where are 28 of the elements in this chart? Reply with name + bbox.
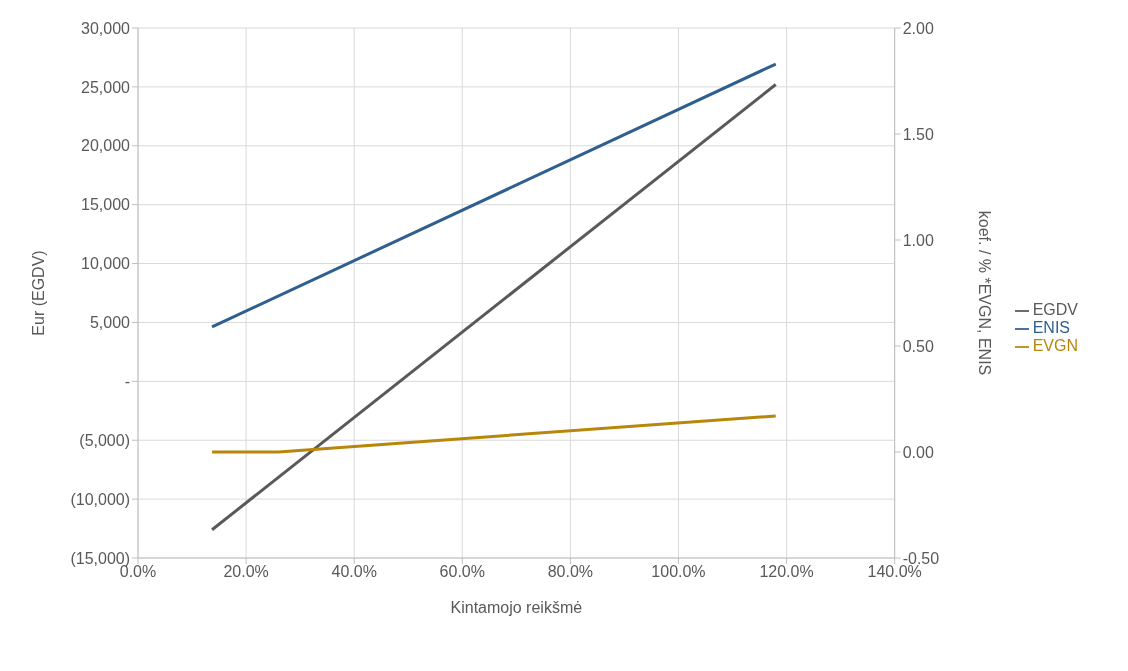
legend-label: EVGN	[1032, 337, 1078, 354]
y-tick-label: (5,000)	[79, 431, 130, 449]
y-tick-label: 10,000	[81, 255, 131, 273]
y2-tick-label: 1.00	[902, 231, 934, 249]
y-tick-label: -	[124, 373, 130, 391]
x-tick-label: 40.0%	[331, 563, 377, 581]
y2-axis-title: koef. / % *EVGN, ENIS	[975, 210, 993, 376]
y2-tick-label: 2.00	[902, 19, 934, 37]
x-tick-label: 60.0%	[439, 563, 485, 581]
y2-tick-label: 0.00	[902, 443, 934, 461]
y-axis-title: Eur (EGDV)	[29, 250, 47, 336]
y-tick-label: 25,000	[81, 78, 131, 96]
legend-label: EGDV	[1032, 301, 1078, 318]
y-tick-label: (15,000)	[70, 549, 130, 567]
y2-tick-label: 1.50	[902, 125, 934, 143]
y-tick-label: 15,000	[81, 196, 131, 214]
x-tick-label: 120.0%	[759, 563, 814, 581]
x-tick-label: 20.0%	[223, 563, 269, 581]
y2-tick-label: 0.50	[902, 337, 934, 355]
y-tick-label: (10,000)	[70, 490, 130, 508]
y-tick-label: 30,000	[81, 19, 131, 37]
x-axis-title: Kintamojo reikšmė	[450, 599, 583, 616]
x-tick-label: 80.0%	[547, 563, 594, 581]
x-tick-label: 100.0%	[651, 563, 706, 581]
x-tick-label: 140.0%	[867, 563, 922, 581]
y-tick-label: 20,000	[81, 137, 131, 155]
y-tick-label: 5,000	[89, 314, 131, 332]
legend-label: ENIS	[1032, 319, 1070, 336]
